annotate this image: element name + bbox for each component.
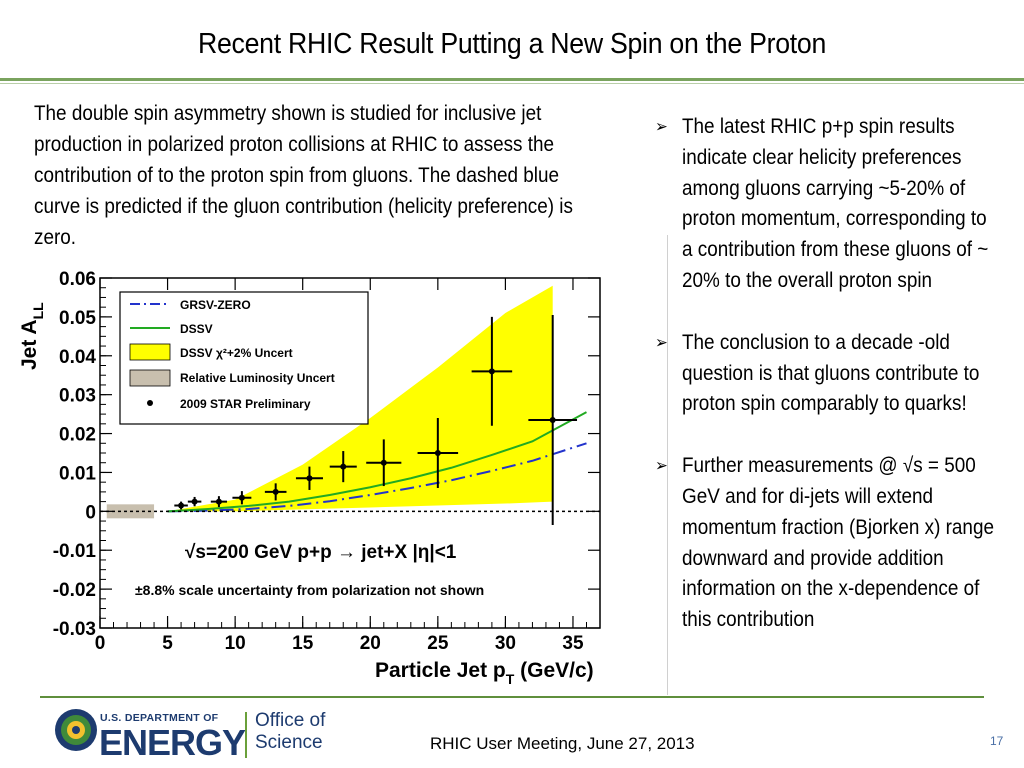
bullet-arrow-icon: ➢ <box>655 456 668 476</box>
page-number: 17 <box>990 734 1004 748</box>
bullet-list: ➢ The latest RHIC p+p spin results indic… <box>655 112 1002 667</box>
bullet-item: ➢ The latest RHIC p+p spin results indic… <box>655 112 1002 297</box>
data-point <box>272 488 279 495</box>
x-axis-label: Particle Jet pT (GeV/c) <box>375 659 594 687</box>
x-tick-label: 10 <box>225 633 246 654</box>
data-point <box>215 498 222 505</box>
data-point <box>191 498 198 505</box>
doe-energy-label: ENERGY <box>99 722 246 763</box>
meeting-footer: RHIC User Meeting, June 27, 2013 <box>430 734 695 753</box>
doe-seal-icon <box>55 709 97 751</box>
legend-dssv-label: DSSV <box>180 322 213 336</box>
bullet-text: The conclusion to a decade -old question… <box>682 330 980 416</box>
legend: GRSV-ZERO DSSV DSSV χ²+2% Uncert Relativ… <box>119 291 369 425</box>
logo-divider <box>245 712 247 758</box>
uncertainty-band-group <box>167 285 553 512</box>
y-tick-label: -0.01 <box>53 541 97 562</box>
y-tick-label: 0 <box>85 502 96 523</box>
data-point <box>306 475 313 482</box>
data-point <box>238 494 245 501</box>
legend-point-label: 2009 STAR Preliminary <box>180 397 311 411</box>
slide-title: Recent RHIC Result Putting a New Spin on… <box>197 28 827 60</box>
asymmetry-chart: -0.03 -0.02 -0.01 0 0.01 0.02 0.03 0.04 0.05 0.06… <box>18 269 601 687</box>
grsv-zero-curve <box>167 442 587 513</box>
description-text: The double spin asymmetry shown is studi… <box>34 102 573 249</box>
bullet-item: ➢ Further measurements @ √s = 500 GeV an… <box>655 451 1002 636</box>
y-tick-label: 0.05 <box>59 308 96 329</box>
data-point <box>549 416 556 423</box>
x-tick-label: 0 <box>95 633 106 654</box>
y-tick-label: 0.03 <box>59 386 96 407</box>
y-tick-label: 0.01 <box>59 463 96 484</box>
x-tick-label: 20 <box>360 633 381 654</box>
doe-dept-label: U.S. DEPARTMENT OF <box>100 712 219 724</box>
legend-lumi-label: Relative Luminosity Uncert <box>180 371 335 385</box>
y-tick-label: -0.03 <box>53 619 96 640</box>
curves-group <box>167 411 587 513</box>
bullet-text: The latest RHIC p+p spin results indicat… <box>682 115 989 292</box>
data-points-group <box>174 314 578 525</box>
header-divider <box>0 78 1024 81</box>
legend-lumi-swatch <box>129 369 171 387</box>
legend-point-swatch <box>147 400 153 406</box>
x-tick-label: 5 <box>162 633 173 654</box>
legend-grsv-label: GRSV-ZERO <box>180 298 251 312</box>
data-point <box>340 463 347 470</box>
data-point <box>380 459 387 466</box>
y-tick-label: 0.04 <box>59 347 96 368</box>
axes-group: -0.03 -0.02 -0.01 0 0.01 0.02 0.03 0.04 0.05 0.06… <box>53 269 601 654</box>
dssv-curve <box>167 411 587 513</box>
x-tick-label: 15 <box>292 633 314 654</box>
process-annotation: √s=200 GeV p+p → jet+X |η|<1 <box>185 542 457 563</box>
x-tick-label: 25 <box>427 633 449 654</box>
x-tick-label: 35 <box>562 633 584 654</box>
footer-divider <box>40 696 984 698</box>
data-point <box>434 450 441 456</box>
data-point <box>488 368 495 375</box>
dssv-uncertainty-band <box>167 285 553 512</box>
legend-band-swatch <box>129 343 171 361</box>
header-divider-thin <box>0 83 1024 84</box>
bullet-arrow-icon: ➢ <box>655 332 668 352</box>
y-axis-label: Jet ALL <box>18 302 46 370</box>
bullet-text: Further measurements @ √s = 500 GeV and … <box>682 454 994 632</box>
y-tick-label: -0.02 <box>53 580 96 601</box>
bullet-item: ➢ The conclusion to a decade -old questi… <box>655 328 1002 420</box>
y-tick-label: 0.02 <box>59 425 96 446</box>
bullet-arrow-icon: ➢ <box>655 117 668 136</box>
column-divider <box>667 235 668 695</box>
scale-annotation: ±8.8% scale uncertainty from polarizatio… <box>135 582 484 598</box>
data-point <box>178 502 185 509</box>
legend-band-label: DSSV χ²+2% Uncert <box>180 346 293 360</box>
y-tick-label: 0.06 <box>59 269 96 290</box>
office-of-science-label: Office of Science <box>255 710 326 753</box>
x-tick-label: 30 <box>495 633 516 654</box>
